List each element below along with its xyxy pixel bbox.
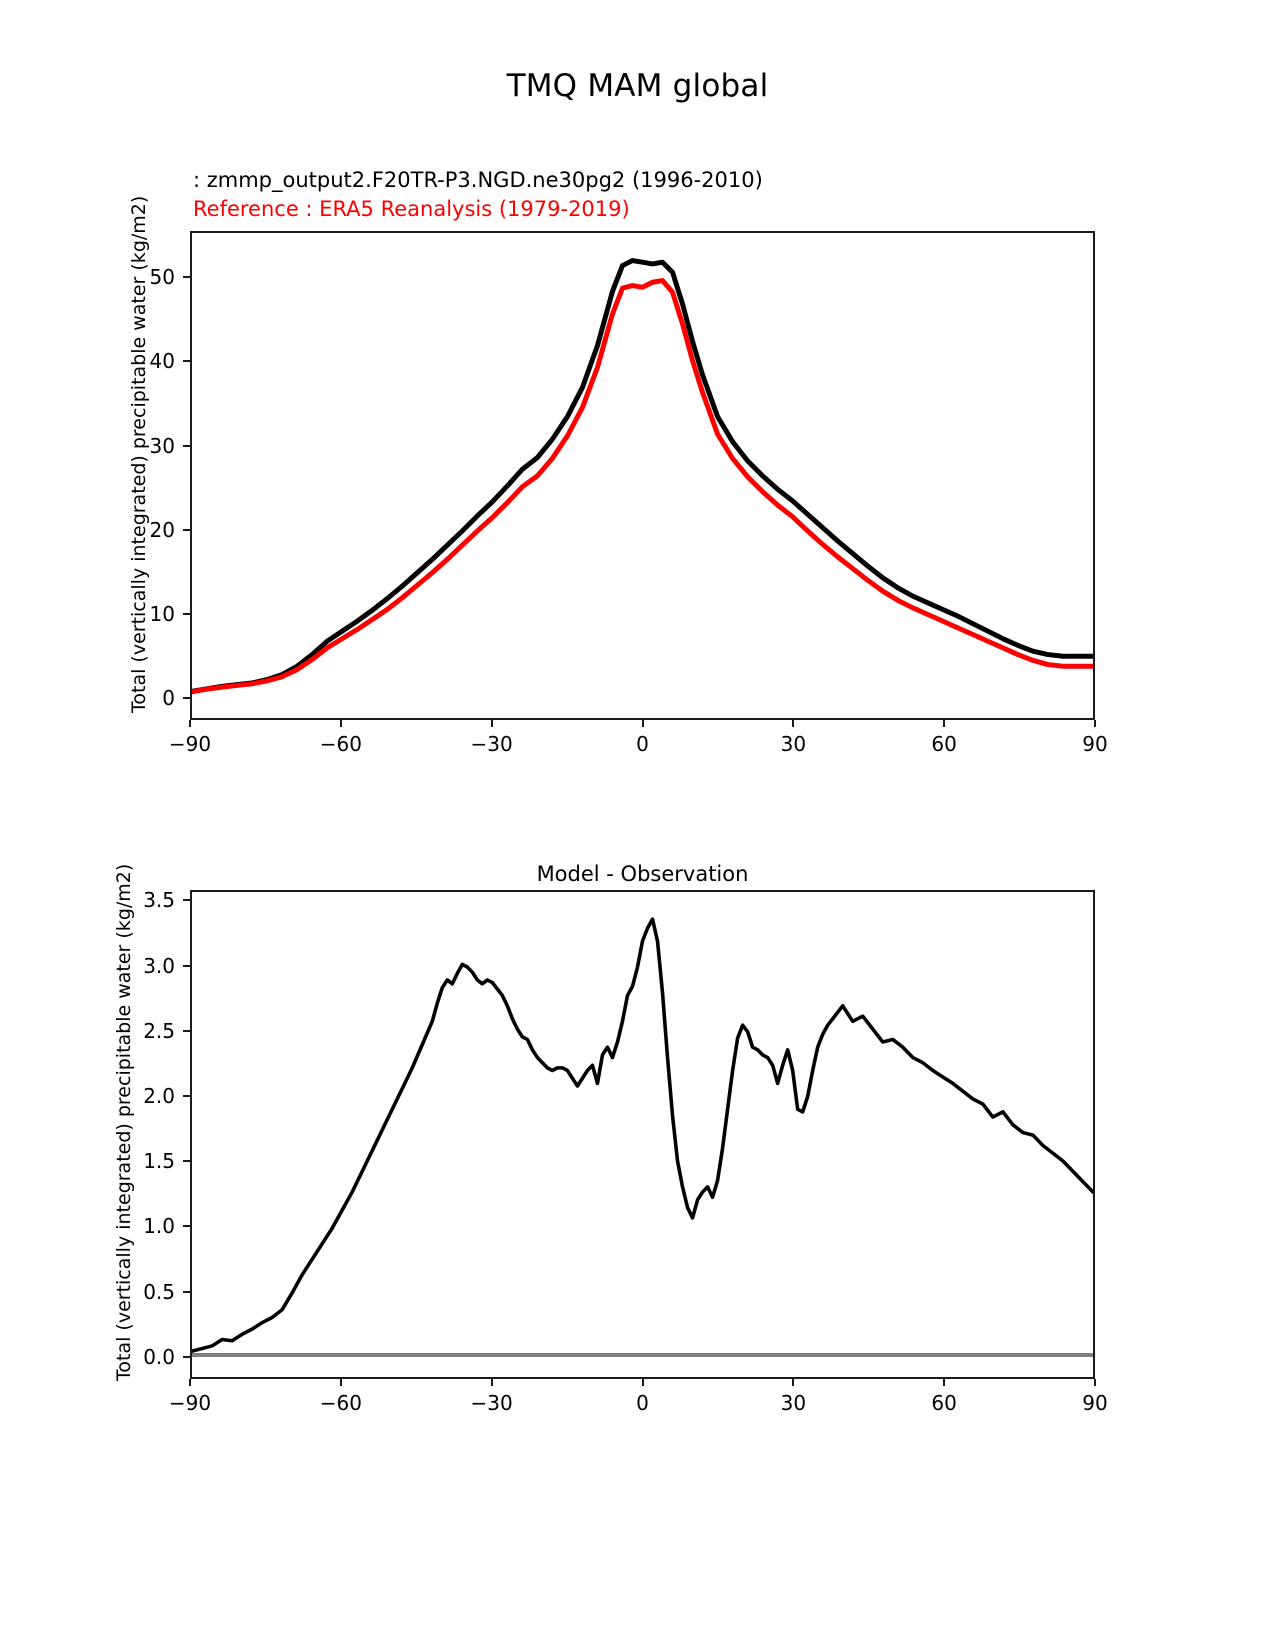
xtick-label: 30 bbox=[780, 1391, 807, 1415]
ytick-label: 2.0 bbox=[143, 1084, 175, 1109]
series-line-0 bbox=[192, 917, 1093, 1353]
chart-top-plot-area bbox=[192, 258, 1093, 695]
ytick-label: 20 bbox=[149, 517, 175, 542]
ytick-label: 1.0 bbox=[143, 1214, 175, 1239]
ytick-label: 1.5 bbox=[143, 1149, 175, 1174]
ytick-mark bbox=[183, 1290, 190, 1293]
ytick-mark bbox=[183, 1095, 190, 1098]
ytick-label: 0.0 bbox=[143, 1344, 175, 1369]
legend-entry-reference: Reference : ERA5 Reanalysis (1979-2019) bbox=[193, 197, 630, 221]
xtick-label: −90 bbox=[168, 1391, 212, 1415]
xtick-label: −30 bbox=[470, 1391, 513, 1415]
ytick-mark bbox=[183, 1225, 190, 1228]
ytick-mark bbox=[183, 612, 190, 615]
ytick-label: 3.0 bbox=[143, 953, 175, 978]
ytick-label: 50 bbox=[149, 265, 175, 290]
ytick-mark bbox=[183, 528, 190, 531]
xtick-mark bbox=[641, 1379, 644, 1386]
chart-bottom-axes bbox=[190, 890, 1095, 1379]
ytick-mark bbox=[183, 697, 190, 700]
ytick-mark bbox=[183, 964, 190, 967]
ytick-label: 40 bbox=[149, 349, 175, 374]
ytick-mark bbox=[183, 276, 190, 279]
figure-title: TMQ MAM global bbox=[506, 68, 769, 104]
xtick-label: 0 bbox=[636, 732, 649, 756]
xtick-mark bbox=[189, 1379, 191, 1386]
xtick-label: 60 bbox=[931, 1391, 957, 1415]
xtick-label: 0 bbox=[636, 1391, 649, 1415]
ytick-mark bbox=[183, 360, 190, 363]
chart-top-axes bbox=[190, 231, 1095, 720]
xtick-label: −60 bbox=[319, 732, 362, 756]
ytick-mark bbox=[183, 444, 190, 447]
ytick-label: 3.5 bbox=[143, 888, 175, 913]
ytick-label: 10 bbox=[149, 601, 175, 626]
series-line-0 bbox=[192, 258, 1093, 694]
ytick-mark bbox=[183, 899, 190, 902]
xtick-mark bbox=[189, 720, 191, 727]
xtick-mark bbox=[1094, 720, 1096, 727]
legend-block: : zmmp_output2.F20TR-P3.NGD.ne30pg2 (199… bbox=[193, 166, 1093, 224]
xtick-mark bbox=[490, 720, 493, 727]
chart-bottom-title: Model - Observation bbox=[536, 862, 749, 886]
ytick-label: 0 bbox=[162, 686, 175, 711]
xtick-label: 90 bbox=[1082, 732, 1108, 756]
chart-bottom-plot-area bbox=[192, 917, 1093, 1357]
xtick-mark bbox=[339, 1379, 342, 1386]
xtick-label: 60 bbox=[931, 732, 957, 756]
xtick-label: −30 bbox=[470, 732, 513, 756]
xtick-label: 90 bbox=[1082, 1391, 1108, 1415]
ytick-label: 0.5 bbox=[143, 1279, 175, 1304]
series-line-1 bbox=[192, 278, 1093, 695]
legend-entry-model: : zmmp_output2.F20TR-P3.NGD.ne30pg2 (199… bbox=[193, 168, 763, 192]
ytick-label: 2.5 bbox=[143, 1018, 175, 1043]
ytick-mark bbox=[183, 1160, 190, 1163]
xtick-label: 30 bbox=[780, 732, 807, 756]
ytick-mark bbox=[183, 1355, 190, 1358]
xtick-mark bbox=[641, 720, 644, 727]
xtick-mark bbox=[1094, 1379, 1096, 1386]
xtick-mark bbox=[943, 1379, 946, 1386]
xtick-mark bbox=[792, 720, 795, 727]
xtick-mark bbox=[943, 720, 946, 727]
ytick-label: 30 bbox=[149, 433, 175, 458]
xtick-mark bbox=[490, 1379, 493, 1386]
xtick-label: −60 bbox=[319, 1391, 362, 1415]
xtick-mark bbox=[339, 720, 342, 727]
xtick-mark bbox=[792, 1379, 795, 1386]
ytick-mark bbox=[183, 1029, 190, 1032]
xtick-label: −90 bbox=[168, 732, 212, 756]
